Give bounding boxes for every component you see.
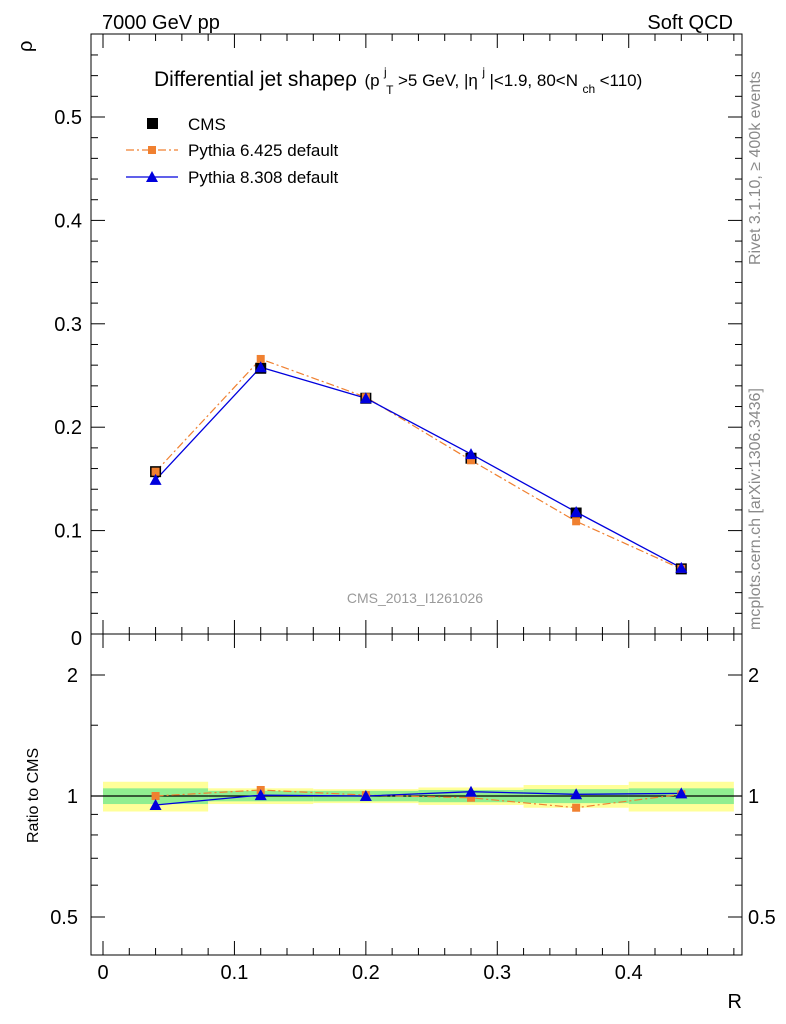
ratio-axis-label: Ratio to CMS (25, 748, 42, 843)
pythia8-point (149, 473, 162, 485)
y-tick-label: 0.5 (54, 107, 82, 129)
title-cut-eta: |<1.9, 80<N (489, 71, 578, 90)
y-tick-label: 0.2 (54, 417, 82, 439)
pythia6-line (155, 358, 682, 570)
mcplots-credit-label: mcplots.cern.ch [arXiv:1306.3436] (747, 388, 764, 630)
ratio-frame (90, 633, 743, 956)
energy-label: 7000 GeV pp (102, 12, 220, 34)
plot-title-main: Differential jet shapeρ (154, 68, 357, 91)
title-nch-sub: ch (582, 82, 595, 96)
title-eta-sup: j (481, 65, 485, 79)
title-pt-sup: j (383, 65, 387, 79)
x-tick-label: 0.2 (352, 962, 380, 984)
pythia6-ratio-point (572, 803, 581, 812)
pythia8-point (570, 505, 583, 517)
process-label: Soft QCD (647, 12, 733, 34)
title-cut-open: (p (364, 71, 379, 90)
pythia8-point (359, 392, 372, 404)
pythia6-point (256, 354, 265, 363)
pythia8-ratio-point (570, 788, 583, 800)
x-tick-label: 0.3 (483, 962, 511, 984)
pythia8-ratio-point (254, 789, 267, 801)
ratio-plot-panel: 0 0.1 0.2 0.3 0.4 0.5 0.5 1 1 2 2 (50, 633, 776, 984)
pythia6-point (467, 456, 475, 465)
legend-label-pythia8: Pythia 8.308 default (188, 168, 339, 187)
legend-label-pythia6: Pythia 6.425 default (188, 141, 339, 160)
y-tick-label: 0.4 (54, 210, 82, 232)
pythia6-point (151, 467, 160, 476)
title-pt-sub: T (386, 83, 394, 97)
pythia6-point (572, 517, 581, 526)
pythia8-point (254, 361, 267, 373)
pythia8-ratio-point (465, 785, 477, 797)
ratio-tick-label-left: 2 (67, 665, 78, 687)
ratio-tick-label-right: 2 (748, 665, 759, 687)
legend-marker-cms (147, 118, 158, 129)
x-tick-label: 0.4 (615, 962, 643, 984)
legend-marker-pythia8 (146, 171, 158, 182)
pythia6-ratio-line (155, 789, 682, 809)
x-axis-label: R (728, 991, 742, 1013)
legend: CMS Pythia 6.425 default Pythia 8.308 de… (126, 115, 339, 187)
y-tick-label: 0.3 (54, 314, 82, 336)
legend-label-cms: CMS (188, 115, 226, 134)
ratio-tick-label-right: 1 (748, 786, 759, 808)
x-tick-label: 0 (97, 962, 108, 984)
pythia8-ratio-point (149, 798, 162, 810)
pythia8-ratio-point (359, 790, 372, 801)
x-tick-label: 0.1 (221, 962, 249, 984)
pythia6-ratio-point (151, 792, 160, 800)
ratio-tick-label-right: 0.5 (748, 907, 776, 929)
pythia8-ratio-line (155, 791, 682, 806)
y-tick-label: 0.1 (54, 521, 82, 543)
pythia8-ratio-point (675, 787, 688, 799)
pythia8-point (465, 448, 477, 460)
pythia8-point (675, 561, 688, 573)
plot-title: Differential jet shapeρ (p j T >5 GeV, |… (154, 63, 642, 98)
y-axis-label: ρ (15, 41, 37, 52)
ratio-tick-label-left: 1 (67, 786, 78, 808)
y-tick-label-zero: 0 (71, 628, 82, 650)
pythia6-ratio-point (467, 793, 475, 802)
analysis-watermark: CMS_2013_I1261026 (347, 590, 483, 606)
title-cut-close: <110) (600, 71, 643, 90)
rivet-version-label: Rivet 3.1.10, ≥ 400k events (747, 71, 764, 265)
pythia8-line (155, 366, 682, 569)
title-cut-pt: >5 GeV, |η (398, 71, 478, 90)
legend-marker-pythia6 (148, 146, 156, 154)
ratio-tick-label-left: 0.5 (50, 907, 78, 929)
